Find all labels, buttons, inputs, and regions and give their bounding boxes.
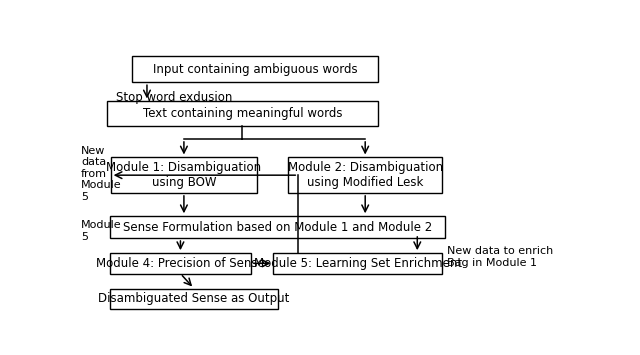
- Text: Input containing ambiguous words: Input containing ambiguous words: [152, 63, 357, 76]
- Bar: [273, 253, 442, 274]
- Text: Stop word exdusion: Stop word exdusion: [116, 91, 232, 104]
- Bar: [108, 102, 378, 126]
- Text: New data to enrich
Bag in Module 1: New data to enrich Bag in Module 1: [447, 246, 554, 268]
- Bar: [110, 289, 278, 309]
- Text: New
data
from
Module
5: New data from Module 5: [81, 146, 122, 202]
- Text: Text containing meaningful words: Text containing meaningful words: [143, 107, 342, 120]
- Bar: [110, 253, 251, 274]
- Text: Module 2: Disambiguation
using Modified Lesk: Module 2: Disambiguation using Modified …: [287, 161, 443, 189]
- Bar: [132, 56, 378, 82]
- Text: Disambiguated Sense as Output: Disambiguated Sense as Output: [99, 293, 290, 305]
- Text: Module 5: Learning Set Enrichment: Module 5: Learning Set Enrichment: [253, 257, 462, 270]
- Bar: [288, 157, 442, 193]
- Text: Module 4: Precision of Sense: Module 4: Precision of Sense: [96, 257, 265, 270]
- Text: Module
5: Module 5: [81, 220, 122, 242]
- Text: Module 1: Disambiguation
using BOW: Module 1: Disambiguation using BOW: [106, 161, 262, 189]
- Text: Sense Formulation based on Module 1 and Module 2: Sense Formulation based on Module 1 and …: [122, 220, 432, 234]
- Bar: [111, 157, 257, 193]
- Bar: [110, 216, 445, 238]
